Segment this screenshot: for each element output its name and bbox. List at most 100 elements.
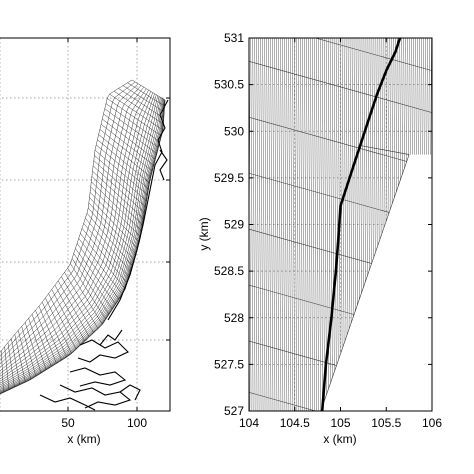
left-mesh-alongline xyxy=(0,94,157,384)
right-mesh-line xyxy=(334,38,338,411)
left-mesh-crossline xyxy=(42,301,67,358)
right-mesh-line xyxy=(297,38,301,411)
right-mesh-line xyxy=(295,38,299,411)
left-mesh-crossline xyxy=(67,267,103,325)
left-xtick-label: 50 xyxy=(61,416,75,430)
right-ytick-label: 529 xyxy=(224,218,244,232)
right-mesh-line xyxy=(439,10,442,430)
left-mesh-alongline xyxy=(0,98,164,392)
left-mesh-crossline xyxy=(31,314,52,367)
right-series xyxy=(320,38,402,411)
right-mesh-line xyxy=(261,38,265,411)
left-mesh-crossline xyxy=(45,297,72,354)
right-mesh-line xyxy=(285,38,289,411)
right-mesh-line xyxy=(291,38,295,411)
left-axes-box xyxy=(0,37,171,412)
left-mesh-alongline xyxy=(0,96,160,388)
right-mesh-line xyxy=(437,10,440,430)
right-mesh-line xyxy=(267,38,271,411)
left-coastline-path xyxy=(39,394,96,411)
left-mesh-alongline xyxy=(0,86,144,368)
left-mesh-alongline xyxy=(0,83,139,361)
right-mesh-line xyxy=(273,38,277,411)
left-mesh-alongline xyxy=(0,97,161,389)
left-mesh-crossline xyxy=(75,248,116,305)
right-mesh-line xyxy=(257,38,261,411)
left-mesh-crossline xyxy=(76,243,120,300)
right-mesh-line xyxy=(330,38,334,411)
right-ytick-label: 529.5 xyxy=(214,171,244,185)
right-mesh-edge xyxy=(358,144,410,155)
left-mesh-alongline xyxy=(0,79,133,353)
right-mesh-line xyxy=(332,38,336,411)
right-mesh-line xyxy=(336,38,340,411)
right-mesh-line xyxy=(265,38,269,411)
left-mesh-crossline xyxy=(89,197,138,249)
right-mesh-line xyxy=(275,38,279,411)
left-mesh-crossline xyxy=(54,284,86,342)
right-mesh-line xyxy=(281,38,285,411)
left-mesh-crossline xyxy=(48,293,77,350)
right-mesh-line xyxy=(320,38,324,411)
left-mesh-alongline xyxy=(0,89,149,374)
left-mesh-crossline xyxy=(109,93,164,131)
right-mesh-line xyxy=(279,38,283,411)
right-mesh-line xyxy=(269,38,273,411)
right-ytick-label: 528.5 xyxy=(214,264,244,278)
right-xtick-label: 105.5 xyxy=(371,416,401,430)
right-mesh-line xyxy=(255,38,259,411)
right-mesh-line xyxy=(318,38,321,411)
left-coastline xyxy=(39,99,169,411)
left-plot-area xyxy=(0,38,170,411)
left-mesh-alongline xyxy=(0,92,154,380)
left-mesh-crossline xyxy=(35,310,57,364)
left-mesh-crossline xyxy=(71,258,110,315)
left-mesh-crossline xyxy=(94,149,148,196)
left-ticks xyxy=(67,38,170,411)
right-xtick-label: 104 xyxy=(239,416,259,430)
left-mesh-alongline xyxy=(0,95,159,386)
left-coastline-path xyxy=(107,99,169,321)
right-mesh-line xyxy=(251,38,255,411)
right-mesh-line xyxy=(299,38,303,411)
right-ytick-label: 527.5 xyxy=(214,357,244,371)
right-mesh-line xyxy=(435,10,438,430)
right-mesh-line xyxy=(328,38,332,411)
left-mesh-alongline xyxy=(0,81,136,357)
left-mesh-alongline xyxy=(0,91,152,377)
left-coastline-path xyxy=(159,149,168,181)
right-mesh-line xyxy=(277,38,281,411)
left-coastline-path xyxy=(69,367,127,387)
left-mesh-crossline xyxy=(96,144,149,190)
left-mesh-crossline xyxy=(78,238,123,295)
right-mesh-line xyxy=(304,38,307,411)
right-mesh-line xyxy=(253,38,257,411)
right-series-line xyxy=(320,38,402,411)
right-tick-labels: 104 104.5 105 105.5 106 527 527.5 528 528.5 529 52… xyxy=(214,31,442,430)
right-mesh-crossline xyxy=(249,116,432,169)
right-mesh-line xyxy=(271,38,275,411)
left-coastline-path xyxy=(119,384,141,401)
right-xtick-label: 104.5 xyxy=(280,416,310,430)
left-mesh-alongline xyxy=(0,93,155,382)
right-mesh-line xyxy=(293,38,297,411)
left-mesh-alongline xyxy=(0,99,164,393)
right-mesh-line xyxy=(306,38,309,411)
left-mesh-alongline xyxy=(0,98,163,392)
right-ticks xyxy=(248,37,433,412)
left-mesh-crossline xyxy=(86,213,133,266)
left-mesh-alongline xyxy=(0,97,162,390)
right-mesh-line xyxy=(310,38,313,411)
left-mesh-alongline xyxy=(0,88,147,372)
right-ytick-label: 530.5 xyxy=(214,78,244,92)
right-mesh-line xyxy=(246,10,249,430)
left-mesh-crossline xyxy=(103,113,157,154)
left-x-axis-label: x (km) xyxy=(67,432,100,446)
left-mesh-crossline xyxy=(73,253,113,310)
left-mesh-crossline xyxy=(85,218,131,272)
right-mesh-line xyxy=(249,38,253,411)
left-mesh-alongline xyxy=(0,85,142,365)
right-mesh-mask xyxy=(320,154,432,411)
right-mesh-line xyxy=(324,38,328,411)
left-mesh-alongline xyxy=(0,99,165,394)
